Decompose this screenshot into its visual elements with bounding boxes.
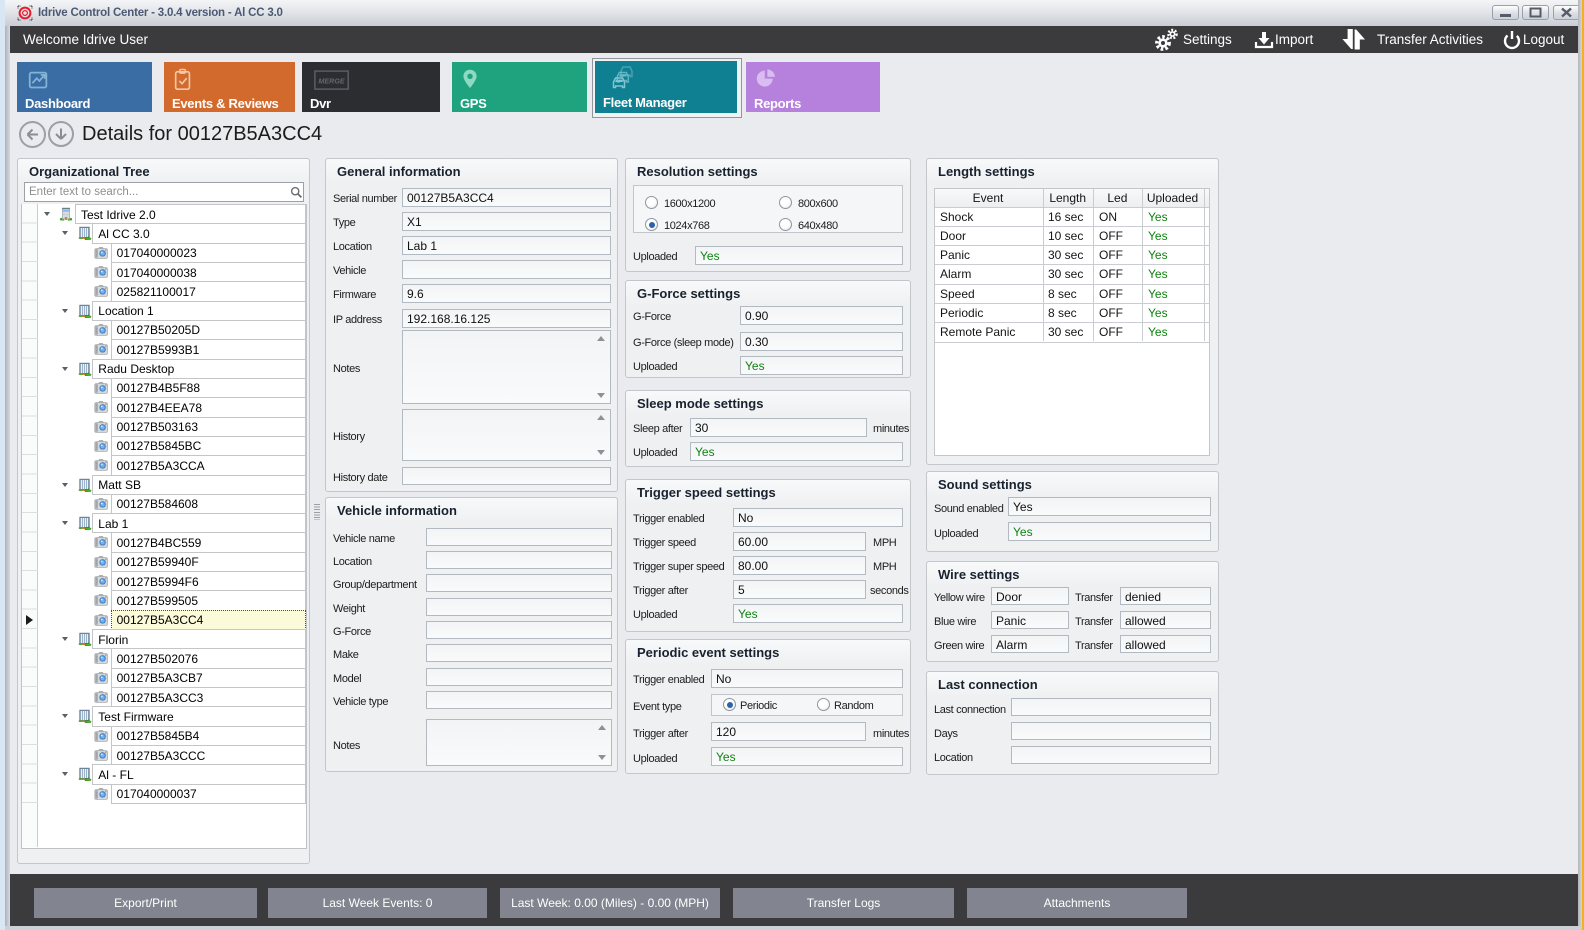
svg-text:MERGE: MERGE <box>318 77 345 86</box>
